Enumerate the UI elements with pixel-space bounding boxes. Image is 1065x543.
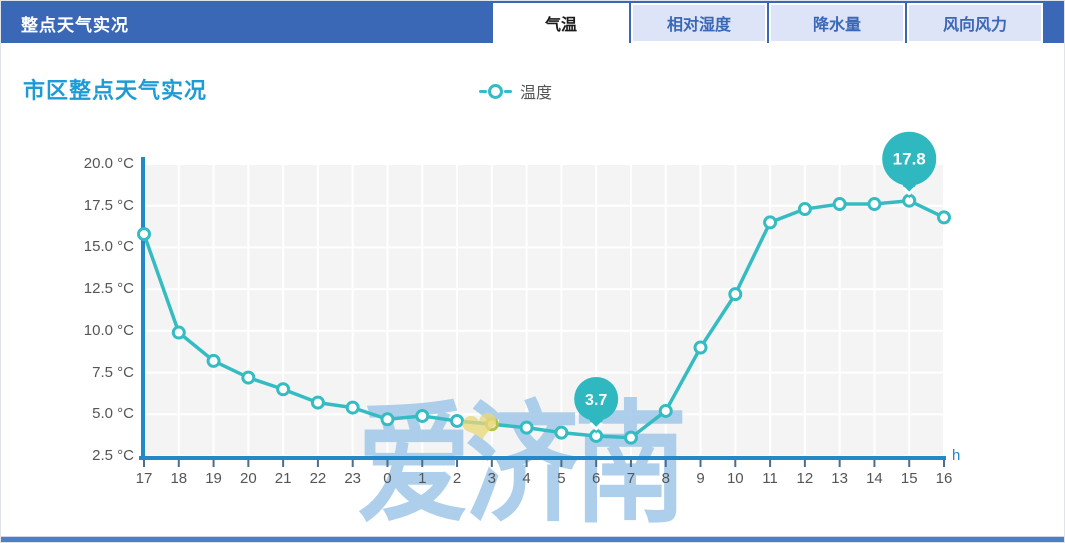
data-point-marker[interactable] bbox=[832, 197, 847, 212]
x-axis-tick-label: 13 bbox=[831, 470, 848, 487]
data-point-marker[interactable] bbox=[310, 395, 325, 410]
x-axis-tick-label: 6 bbox=[592, 470, 601, 487]
x-axis-tick-label: 7 bbox=[626, 470, 636, 487]
data-point-marker[interactable] bbox=[171, 325, 186, 340]
data-point-marker[interactable] bbox=[345, 400, 360, 415]
legend-label: 温度 bbox=[520, 85, 553, 102]
legend-line-marker-icon bbox=[479, 83, 512, 99]
x-axis-unit-label: h bbox=[952, 447, 961, 464]
value-pin-min[interactable] bbox=[574, 376, 619, 421]
data-point-marker[interactable] bbox=[937, 210, 951, 225]
x-axis-tick-label: 1 bbox=[418, 470, 427, 487]
tab-bar: 气温 相对湿度 降水量 风向风力 bbox=[493, 3, 1045, 43]
y-axis-tick-label: 7.5 °C bbox=[92, 363, 134, 381]
y-axis-tick-label: 2.5 °C bbox=[92, 447, 134, 464]
pin-notch-icon bbox=[589, 422, 603, 431]
data-point-marker[interactable] bbox=[554, 425, 569, 440]
x-axis-tick-label: 15 bbox=[900, 470, 918, 487]
data-point-marker[interactable] bbox=[867, 197, 882, 212]
temperature-line bbox=[142, 198, 946, 440]
y-axis-tick-label: 15.0 °C bbox=[83, 238, 134, 256]
x-axis-tick-label: 16 bbox=[935, 470, 953, 487]
y-axis-line bbox=[141, 157, 145, 460]
y-axis-tick-label: 10.0 °C bbox=[83, 321, 134, 339]
data-point-marker[interactable] bbox=[380, 412, 395, 427]
x-axis-tick-label: 4 bbox=[522, 470, 531, 487]
header-tab-2[interactable]: 降水量 bbox=[769, 3, 905, 43]
x-axis-tick-label: 8 bbox=[661, 470, 670, 487]
x-axis-tick-label: 9 bbox=[696, 470, 705, 487]
value-pin-max[interactable] bbox=[882, 131, 937, 186]
header-tab-0[interactable]: 气温 bbox=[493, 3, 629, 43]
header-tab-3[interactable]: 风向风力 bbox=[907, 3, 1043, 43]
x-axis-tick-label: 12 bbox=[796, 470, 814, 487]
x-axis-tick-label: 19 bbox=[205, 470, 222, 487]
x-axis-tick-label: 3 bbox=[487, 470, 496, 487]
data-point-marker[interactable] bbox=[137, 227, 151, 242]
x-axis-tick-label: 11 bbox=[762, 470, 778, 487]
header-bar: 整点天气实况 气温 相对湿度 降水量 风向风力 bbox=[1, 1, 1064, 43]
chart-title: 市区整点天气实况 bbox=[23, 78, 208, 103]
data-point-marker[interactable] bbox=[728, 287, 743, 302]
bottom-accent-bar bbox=[1, 536, 1064, 542]
x-axis-tick-label: 23 bbox=[344, 470, 362, 487]
data-point-marker[interactable] bbox=[519, 420, 534, 435]
x-axis-tick-label: 21 bbox=[274, 470, 292, 487]
x-axis-tick-label: 2 bbox=[452, 470, 462, 487]
data-point-marker[interactable] bbox=[658, 403, 673, 418]
value-pin-label: 17.8 bbox=[893, 150, 926, 169]
y-axis-tick-label: 17.5 °C bbox=[83, 196, 134, 214]
x-axis-tick-label: 22 bbox=[309, 470, 327, 487]
legend-item-temperature[interactable]: 温度 bbox=[479, 79, 552, 103]
x-axis-tick-label: 10 bbox=[726, 470, 744, 487]
data-point-marker[interactable] bbox=[484, 417, 499, 432]
x-axis-tick-label: 5 bbox=[557, 470, 566, 487]
x-axis-tick-label: 17 bbox=[135, 470, 153, 487]
y-axis-tick-label: 20.0 °C bbox=[83, 155, 134, 172]
header-tab-1[interactable]: 相对湿度 bbox=[631, 3, 767, 43]
data-point-marker[interactable] bbox=[206, 353, 221, 368]
data-point-marker[interactable] bbox=[693, 340, 708, 355]
x-axis-tick-label: 20 bbox=[240, 470, 257, 487]
data-point-marker[interactable] bbox=[415, 408, 430, 423]
x-axis-tick-label: 0 bbox=[383, 470, 392, 487]
value-pin-label: 3.7 bbox=[585, 392, 607, 409]
data-point-marker[interactable] bbox=[623, 430, 638, 445]
pin-notch-icon bbox=[902, 187, 916, 196]
data-point-marker[interactable] bbox=[797, 202, 812, 217]
data-point-marker[interactable] bbox=[763, 215, 778, 230]
x-axis-line bbox=[139, 456, 946, 460]
data-point-marker[interactable] bbox=[450, 413, 465, 428]
data-point-marker[interactable] bbox=[241, 370, 256, 385]
y-axis-tick-label: 5.0 °C bbox=[92, 405, 134, 423]
x-axis-tick-label: 18 bbox=[170, 470, 188, 487]
y-axis-tick-label: 12.5 °C bbox=[83, 280, 134, 298]
data-point-marker[interactable] bbox=[276, 382, 291, 397]
x-axis-tick-label: 14 bbox=[866, 470, 883, 487]
header-title: 整点天气实况 bbox=[21, 16, 129, 35]
